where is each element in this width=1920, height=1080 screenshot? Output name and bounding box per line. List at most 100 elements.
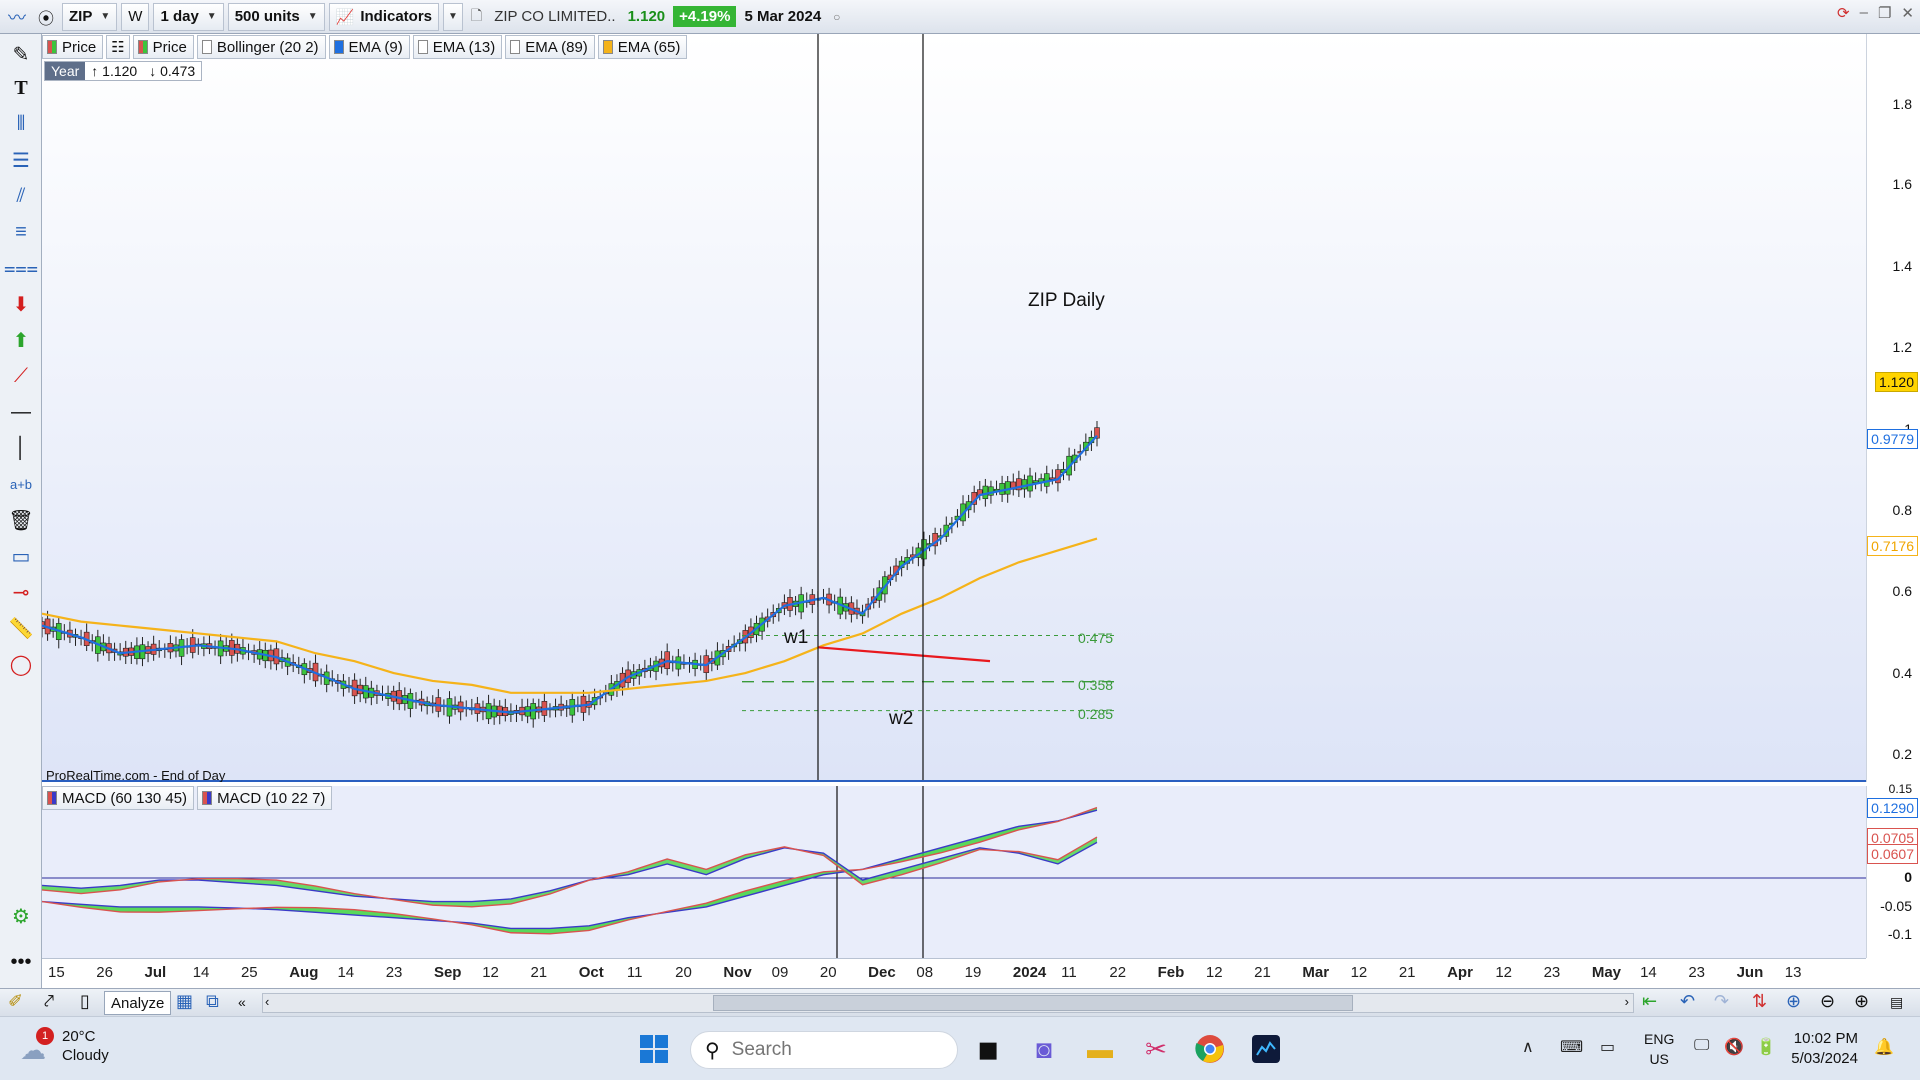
more-options-icon[interactable]: ▤	[1890, 994, 1904, 1010]
scroll-start-icon[interactable]: «	[238, 994, 246, 1010]
draw-mode-icon[interactable]: ✐	[8, 991, 24, 1011]
legend-price[interactable]: Price	[42, 35, 104, 59]
horizontal-line-icon[interactable]: —	[11, 400, 31, 423]
legend-price2-label: Price	[152, 38, 187, 56]
fibonacci-fan-icon[interactable]: ⫽	[16, 184, 26, 207]
teams-chat-icon[interactable]: ◙	[1036, 1033, 1052, 1064]
close-icon[interactable]: ✕	[1901, 5, 1914, 22]
horizontal-scrollbar[interactable]: ‹ ›	[262, 993, 1634, 1013]
ema65-swatch-icon	[602, 40, 613, 54]
legend-ema13[interactable]: EMA (13)	[412, 35, 503, 59]
layout-icon[interactable]: ▯	[80, 991, 90, 1011]
pencil-icon[interactable]: ✎	[12, 43, 30, 66]
ellipse-tool-icon[interactable]: ◯	[9, 653, 33, 676]
period-dropdown[interactable]: 1 day ▼	[153, 2, 224, 31]
chart-date: 5 Mar 2024	[744, 8, 822, 25]
indicators-button[interactable]: 📈 Indicators	[328, 2, 440, 31]
instrument-doc-icon[interactable]: 🗋	[470, 6, 483, 23]
fibonacci-levels-icon[interactable]: ≡	[15, 220, 27, 243]
start-button[interactable]	[634, 1029, 674, 1069]
rectangle-tool-icon[interactable]: ▭	[11, 545, 31, 568]
last-price-axis-label: 1.120	[1874, 372, 1918, 392]
x-axis-label: 21	[1398, 964, 1416, 981]
overlays-group	[42, 434, 1117, 714]
analyze-label: Analyze	[111, 994, 165, 1012]
indicators-dropdown[interactable]: ▼	[443, 2, 463, 31]
battery-icon[interactable]: 🔋	[1756, 1039, 1776, 1056]
legend-macd1[interactable]: MACD (60 130 45)	[42, 786, 195, 810]
more-tools-icon[interactable]: •••	[10, 950, 32, 973]
prorealtime-taskbar-icon[interactable]	[1246, 1029, 1286, 1069]
analyze-button[interactable]: Analyze	[104, 991, 172, 1015]
price-chart[interactable]: ZIP Daily w1 w2 0.475 0.358 0.285 ProRea…	[42, 34, 1866, 782]
x-axis-label: 19	[964, 964, 982, 981]
legend-macd2[interactable]: MACD (10 22 7)	[197, 786, 333, 810]
scrollbar-thumb[interactable]	[713, 995, 1353, 1011]
weather-widget[interactable]: ☁ 1 20°C Cloudy	[20, 1027, 109, 1065]
undo-icon[interactable]: ↶	[1680, 991, 1696, 1011]
legend-price-2[interactable]: Price	[132, 35, 194, 59]
fibonacci-extension-icon[interactable]: ⩶	[3, 256, 39, 279]
zoom-in-icon[interactable]: ⊕	[1854, 991, 1870, 1011]
text-tool-icon[interactable]: T	[14, 76, 28, 99]
fibonacci-time-icon[interactable]: ⦀	[16, 112, 26, 135]
share-icon[interactable]: ⤤	[44, 991, 55, 1011]
trendline-icon[interactable]: ⟋	[14, 364, 28, 387]
keyboard-icon[interactable]: ⌨	[1560, 1039, 1584, 1056]
chart-window-icon[interactable]: ▦	[176, 991, 194, 1011]
zoom-fit-icon[interactable]: ⊕	[1786, 991, 1802, 1011]
legend-bollinger[interactable]: Bollinger (20 2)	[196, 35, 326, 59]
x-axis-label: 20	[675, 964, 692, 981]
buy-arrow-icon[interactable]: ⬆	[12, 329, 30, 352]
touchpad-icon[interactable]: ▭	[1600, 1039, 1616, 1056]
legend-ema89[interactable]: EMA (89)	[505, 35, 595, 59]
sync-icon[interactable]: ⟳	[1837, 5, 1850, 22]
system-clock[interactable]: 10:02 PM 5/03/2024	[1791, 1029, 1858, 1069]
tray-overflow-icon[interactable]: ∧	[1522, 1039, 1534, 1056]
zoom-out-icon[interactable]: ⊖	[1820, 991, 1836, 1011]
alerts-icon[interactable]: ⚙	[12, 905, 30, 928]
file-explorer-icon[interactable]: ▬	[1087, 1033, 1113, 1064]
snipping-tool-icon[interactable]: ✂	[1145, 1033, 1167, 1064]
multi-chart-icon[interactable]: ⧉	[206, 991, 219, 1011]
weekly-toggle-button[interactable]: W	[121, 2, 150, 31]
vertical-line-icon[interactable]: │	[14, 436, 28, 459]
macd-y-axis[interactable]: 0.15 0.1290 0.0705 0.0607 0 -0.05 -0.1	[1866, 782, 1920, 958]
search-input[interactable]	[731, 1039, 932, 1061]
scroll-right-icon[interactable]: ›	[1624, 994, 1629, 1009]
sell-arrow-icon[interactable]: ⬇	[12, 293, 30, 316]
x-axis-label: 13	[1784, 964, 1802, 981]
year-high: ↑ 1.120	[91, 63, 138, 79]
go-latest-icon[interactable]: ⇤	[1642, 991, 1658, 1011]
task-view-icon[interactable]: ◼	[977, 1033, 999, 1064]
trash-icon[interactable]: 🗑	[8, 509, 34, 532]
language-indicator[interactable]: ENG US	[1644, 1029, 1674, 1069]
scroll-left-icon[interactable]: ‹	[265, 994, 270, 1009]
auto-scale-icon[interactable]: ⇅	[1752, 991, 1768, 1011]
calculator-tool-icon[interactable]: a+b	[9, 476, 33, 492]
legend-ema89-label: EMA (89)	[525, 38, 588, 56]
speaker-muted-icon[interactable]: 🔇	[1724, 1039, 1744, 1056]
network-icon[interactable]: 🖵	[1694, 1037, 1710, 1054]
redo-icon[interactable]: ↷	[1714, 991, 1730, 1011]
symbol-dropdown[interactable]: ZIP ▼	[62, 2, 118, 31]
legend-ema65[interactable]: EMA (65)	[597, 35, 688, 59]
minimize-icon[interactable]: ‒	[1859, 4, 1868, 21]
segment-tool-icon[interactable]: ⊸	[12, 581, 30, 604]
chrome-icon[interactable]	[1190, 1029, 1230, 1069]
symbol-search-icon[interactable]: ⦿	[38, 10, 55, 28]
legend-ema9[interactable]: EMA (9)	[328, 35, 410, 59]
fibonacci-retracement-icon[interactable]: ☰	[12, 149, 30, 172]
legend-list-button[interactable]: ☷	[106, 35, 130, 59]
date-x-axis[interactable]: 15 26 Jul 14 25 Aug 14 23 Sep 12 21 Oct 11 20 Nov 09 20 D…	[42, 958, 1866, 984]
macd-chart[interactable]	[42, 786, 1866, 958]
y-tick: 1.2	[1892, 339, 1912, 355]
ruler-icon[interactable]: 📏	[8, 617, 34, 640]
taskbar-search[interactable]: ⚲	[690, 1031, 958, 1069]
ema13-swatch-icon	[417, 40, 428, 54]
price-y-axis[interactable]: 1.8 1.6 1.4 1.2 1 0.8 0.6 0.4 0.2 1.120 …	[1866, 34, 1920, 782]
units-dropdown[interactable]: 500 units ▼	[227, 2, 325, 31]
notification-bell-icon[interactable]: 🔔	[1874, 1039, 1894, 1056]
restore-icon[interactable]: ❐	[1877, 5, 1892, 22]
y-tick: 0.8	[1892, 502, 1912, 518]
